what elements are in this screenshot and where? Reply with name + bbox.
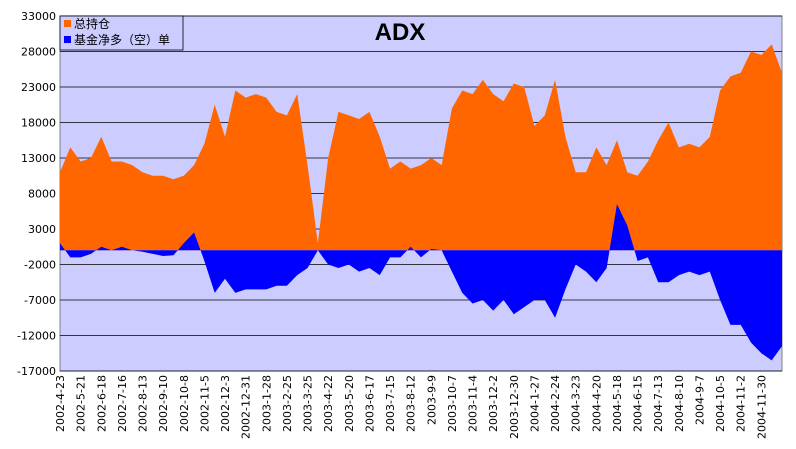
x-tick-label: 2003-4-22 <box>322 375 335 432</box>
x-tick-label: 2004-7-13 <box>652 375 665 432</box>
x-tick-label: 2004-11-2 <box>735 375 748 432</box>
legend-swatch <box>64 36 71 43</box>
legend-label: 基金净多（空）单 <box>74 32 170 47</box>
x-tick-label: 2003-2-25 <box>281 375 294 432</box>
x-tick-label: 2003-3-25 <box>302 375 315 432</box>
x-tick-label: 2004-10-5 <box>714 375 727 432</box>
x-tick-label: 2004-11-30 <box>755 375 768 439</box>
areas <box>60 44 782 361</box>
x-tick-label: 2002-12-3 <box>219 375 232 432</box>
x-tick-label: 2003-6-17 <box>363 375 376 432</box>
x-tick-label: 2003-11-4 <box>467 375 480 432</box>
y-tick-label: 23000 <box>21 81 56 94</box>
chart-title: ADX <box>375 19 426 46</box>
x-tick-label: 2003-5-20 <box>343 375 356 432</box>
x-tick-label: 2004-9-7 <box>693 375 706 425</box>
x-tick-label: 2003-8-12 <box>405 375 418 432</box>
x-tick-label: 2004-8-10 <box>673 375 686 432</box>
x-tick-label: 2003-12-2 <box>487 375 500 432</box>
x-tick-label: 2002-5-21 <box>75 375 88 432</box>
x-tick-label: 2002-6-18 <box>95 375 108 432</box>
x-tick-label: 2002-9-10 <box>157 375 170 432</box>
y-tick-label: 28000 <box>21 46 56 59</box>
x-tick-label: 2002-12-31 <box>240 375 253 439</box>
x-tick-label: 2003-7-15 <box>384 375 397 432</box>
x-tick-label: 2003-1-28 <box>260 375 273 432</box>
y-tick-label: 13000 <box>21 152 56 165</box>
x-tick-label: 2004-2-24 <box>549 375 562 432</box>
x-tick-label: 2004-5-18 <box>611 375 624 432</box>
y-tick-label: 8000 <box>28 188 56 201</box>
x-tick-label: 2003-12-30 <box>508 375 521 439</box>
y-tick-label: -17000 <box>17 365 56 378</box>
x-tick-label: 2003-10-7 <box>446 375 459 432</box>
legend-box <box>59 15 184 51</box>
x-tick-label: 2004-3-23 <box>570 375 583 432</box>
y-tick-label: 3000 <box>28 223 56 236</box>
x-tick-label: 2004-4-20 <box>590 375 603 432</box>
legend-swatch <box>64 20 71 27</box>
y-tick-label: -7000 <box>24 294 56 307</box>
y-tick-label: -2000 <box>24 259 56 272</box>
x-tick-label: 2002-8-13 <box>137 375 150 432</box>
x-tick-label: 2003-9-9 <box>425 375 438 425</box>
x-tick-label: 2002-7-16 <box>116 375 129 432</box>
y-tick-label: 18000 <box>21 117 56 130</box>
area <box>60 44 782 251</box>
x-tick-label: 2004-6-15 <box>632 375 645 432</box>
y-tick-label: 33000 <box>21 10 56 23</box>
x-tick-label: 2002-10-8 <box>178 375 191 432</box>
x-tick-label: 2002-11-5 <box>198 375 211 432</box>
x-tick-label: 2002-4-23 <box>54 375 67 432</box>
x-tick-label: 2004-1-27 <box>528 375 541 432</box>
y-tick-label: -12000 <box>17 330 56 343</box>
legend-label: 总持仓 <box>74 16 110 31</box>
